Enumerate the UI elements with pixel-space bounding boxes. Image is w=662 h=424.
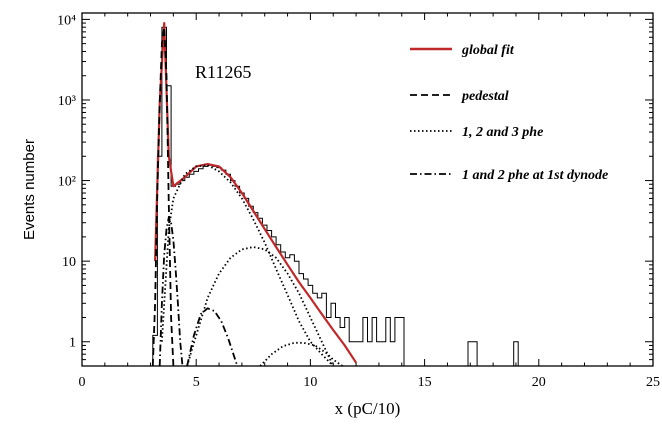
chart-annotation: R11265	[195, 62, 251, 82]
legend: global fit pedestal 1, 2 and 3 phe 1 and 2 …	[410, 43, 608, 183]
y-axis-label: Events number	[21, 139, 38, 240]
legend-label-1-and-2-phe-at-1st-dynode: 1 and 2 phe at 1st dynode	[462, 168, 608, 183]
legend-label-pedestal: pedestal	[461, 89, 509, 104]
x-tick-label-25: 25	[646, 375, 660, 390]
y-tick-label-1: 1	[69, 336, 76, 351]
series-1-phe-at-1st-dynode	[158, 216, 184, 367]
x-tick-label-10: 10	[303, 375, 317, 390]
x-tick-label-0: 0	[79, 375, 86, 390]
series-1-phe	[161, 164, 334, 367]
plot-frame	[81, 12, 654, 367]
y-tick-label-10: 10	[62, 255, 76, 270]
x-axis-label: x (pC/10)	[335, 399, 401, 418]
x-tick-label-20: 20	[532, 375, 546, 390]
y-tick-label-10000: 10⁴	[57, 13, 76, 28]
x-tick-label-5: 5	[193, 375, 200, 390]
x-tick-label-15: 15	[418, 375, 432, 390]
y-tick-label-100: 10²	[58, 175, 76, 190]
legend-label-1-2-and-3-phe: 1, 2 and 3 phe	[462, 125, 543, 140]
series-pedestal	[151, 26, 175, 367]
curve-layer	[151, 22, 358, 367]
series-2-phe	[186, 246, 335, 367]
axis-layer: 0 5 10 15 20 25 1 10 10² 10³ 10⁴	[57, 13, 660, 390]
y-tick-label-1000: 10³	[58, 94, 76, 109]
series-global-fit	[154, 22, 358, 364]
series-2-phe-at-1st-dynode	[186, 307, 239, 367]
legend-label-global-fit: global fit	[461, 43, 515, 58]
series-3-phe	[259, 341, 343, 367]
